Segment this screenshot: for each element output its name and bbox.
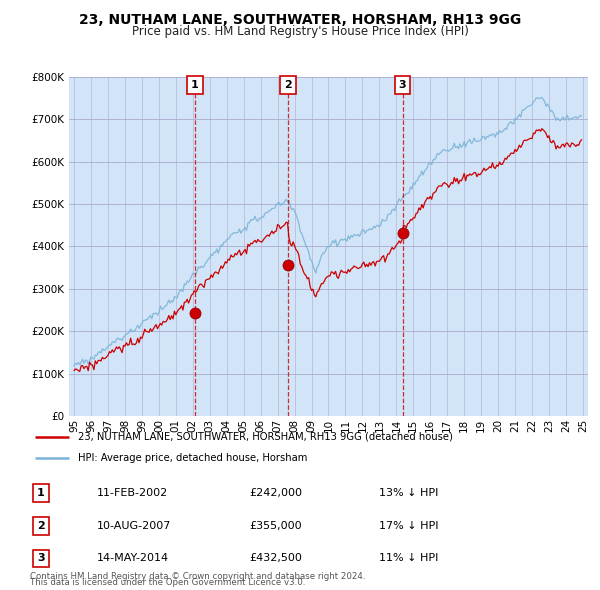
Text: £432,500: £432,500 [250, 553, 302, 563]
Text: This data is licensed under the Open Government Licence v3.0.: This data is licensed under the Open Gov… [30, 578, 305, 587]
Text: 13% ↓ HPI: 13% ↓ HPI [379, 488, 439, 498]
Text: 3: 3 [399, 80, 406, 90]
Text: £355,000: £355,000 [250, 521, 302, 530]
Text: £242,000: £242,000 [250, 488, 302, 498]
Text: 11-FEB-2002: 11-FEB-2002 [97, 488, 169, 498]
Text: Contains HM Land Registry data © Crown copyright and database right 2024.: Contains HM Land Registry data © Crown c… [30, 572, 365, 581]
Text: 1: 1 [191, 80, 199, 90]
Text: 11% ↓ HPI: 11% ↓ HPI [379, 553, 439, 563]
Text: 17% ↓ HPI: 17% ↓ HPI [379, 521, 439, 530]
Text: HPI: Average price, detached house, Horsham: HPI: Average price, detached house, Hors… [77, 453, 307, 463]
Bar [69, 77, 195, 416]
Bar [403, 77, 588, 416]
Bar [288, 77, 403, 416]
Text: 14-MAY-2014: 14-MAY-2014 [97, 553, 169, 563]
Text: 10-AUG-2007: 10-AUG-2007 [97, 521, 172, 530]
Text: 3: 3 [37, 553, 45, 563]
Text: 23, NUTHAM LANE, SOUTHWATER, HORSHAM, RH13 9GG: 23, NUTHAM LANE, SOUTHWATER, HORSHAM, RH… [79, 13, 521, 27]
Text: 2: 2 [284, 80, 292, 90]
Bar [195, 77, 288, 416]
Text: 2: 2 [37, 521, 45, 530]
Text: 1: 1 [37, 488, 45, 498]
Text: Price paid vs. HM Land Registry's House Price Index (HPI): Price paid vs. HM Land Registry's House … [131, 25, 469, 38]
Text: 23, NUTHAM LANE, SOUTHWATER, HORSHAM, RH13 9GG (detached house): 23, NUTHAM LANE, SOUTHWATER, HORSHAM, RH… [77, 432, 452, 442]
